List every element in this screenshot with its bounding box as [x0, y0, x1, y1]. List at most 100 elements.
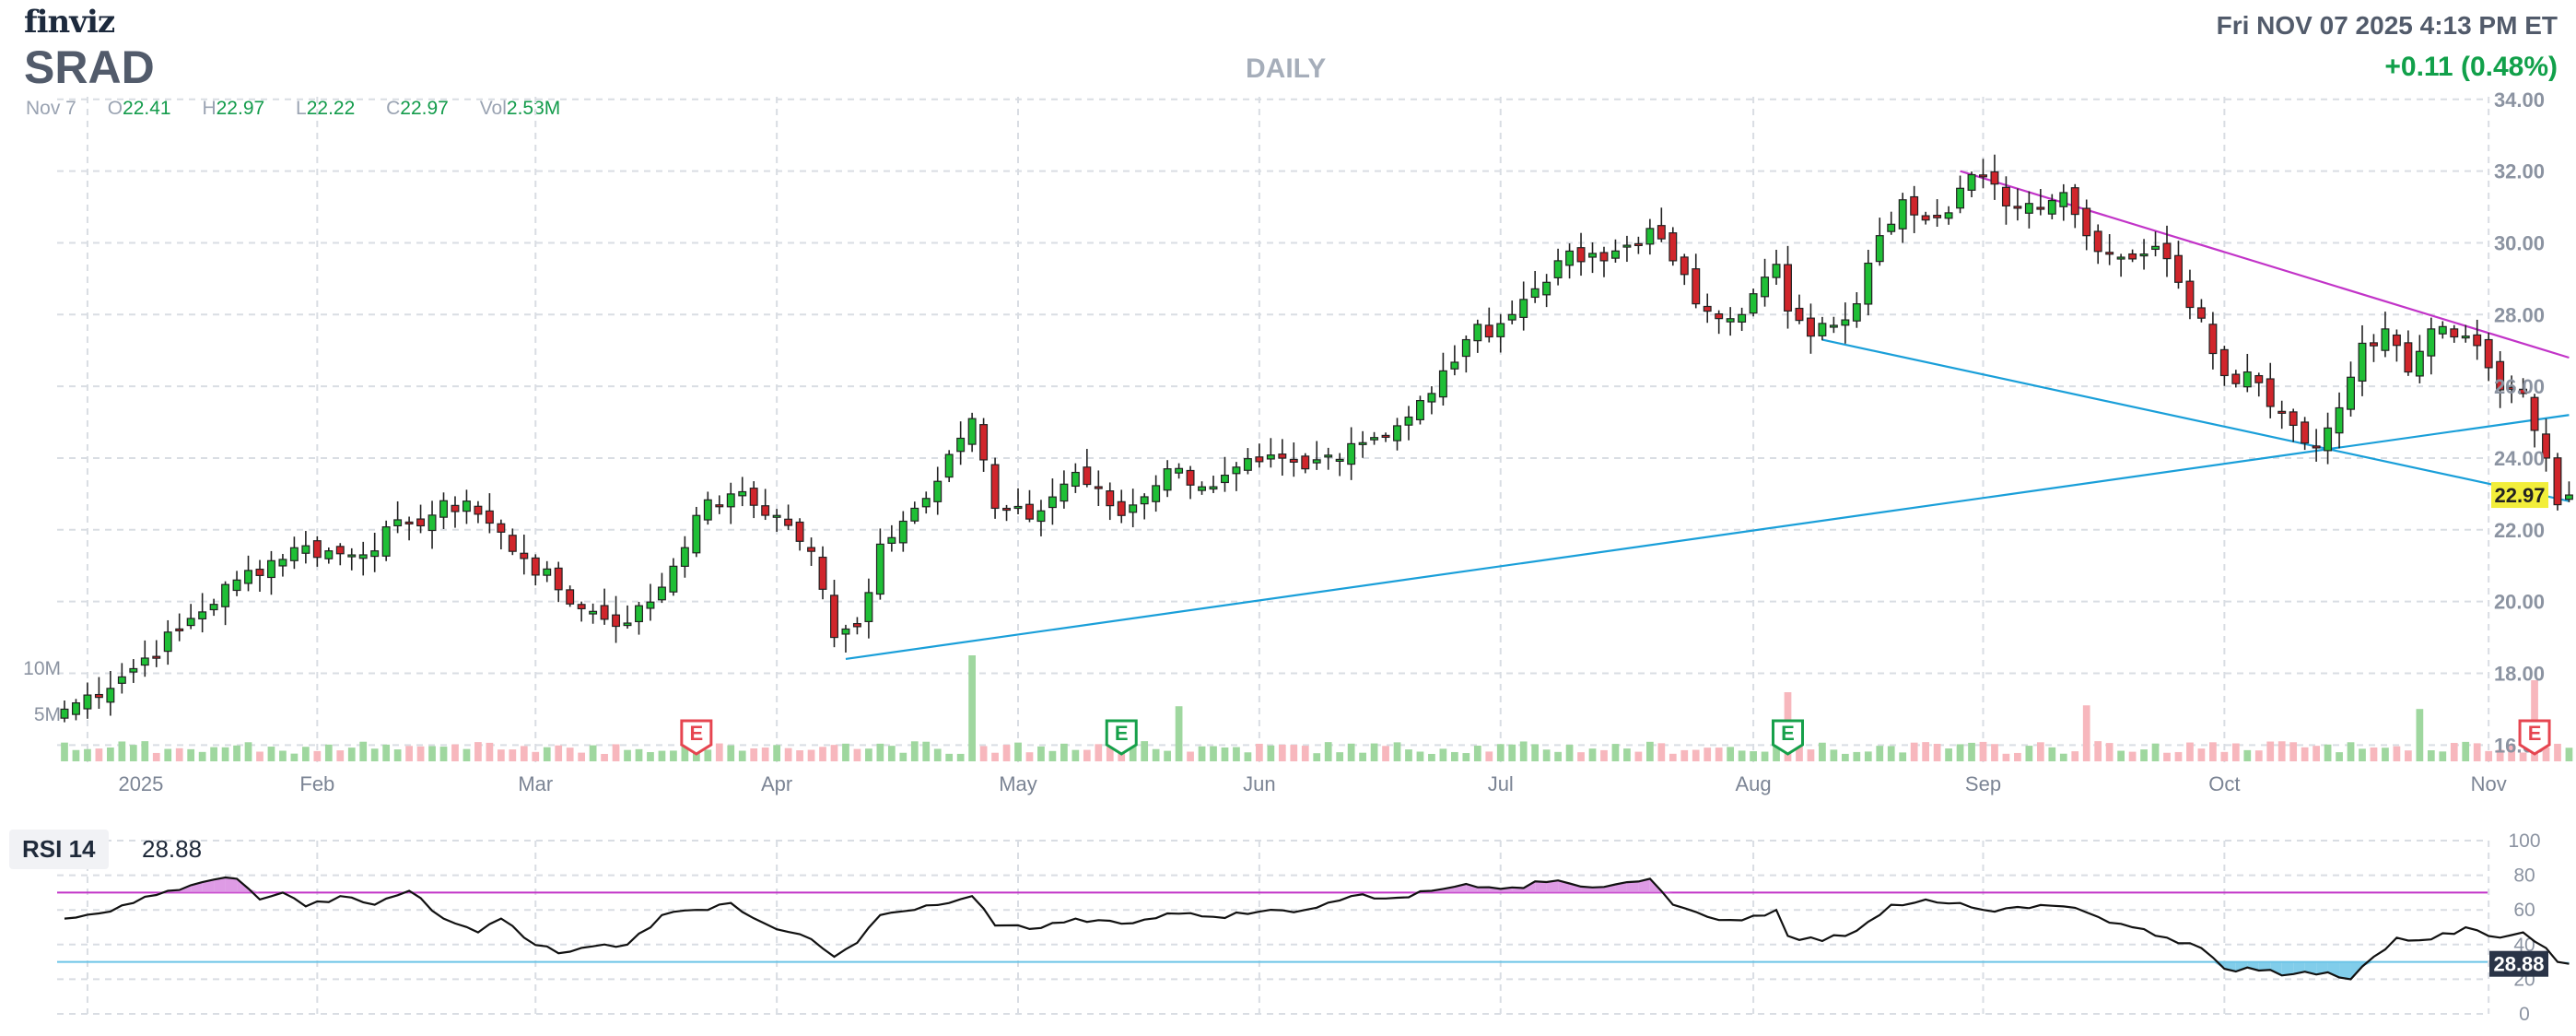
candle-body	[2196, 307, 2206, 319]
price-change: +0.11 (0.48%)	[2384, 52, 2558, 82]
candle-body	[1542, 281, 1551, 296]
candle-body	[289, 547, 299, 561]
volume-bars	[61, 655, 2573, 761]
month-tick-label: Feb	[299, 772, 334, 795]
volume-bar	[750, 748, 758, 761]
candle-body	[1427, 393, 1436, 403]
volume-bar	[2370, 747, 2378, 761]
volume-bar	[2485, 750, 2493, 761]
candle-body	[1599, 252, 1609, 262]
finviz-logo[interactable]: finviz	[24, 4, 115, 41]
volume-bar	[1611, 744, 1620, 761]
candle-body	[1990, 171, 1999, 185]
candle-body	[393, 519, 403, 527]
rsi-oversold-fill	[2270, 961, 2282, 976]
volume-bar	[2231, 743, 2240, 761]
rsi-oversold-fill	[2293, 961, 2305, 974]
candle-body	[381, 526, 391, 557]
candle-body	[1553, 260, 1563, 278]
volume-bar	[692, 751, 700, 761]
volume-bar	[1819, 742, 1826, 761]
volume-bar	[324, 744, 333, 761]
price-tick-label: 24.00	[2494, 447, 2545, 470]
candle-body	[232, 579, 241, 592]
earnings-marker-label: E	[690, 722, 704, 745]
candle-body	[1255, 456, 1264, 463]
price-tick-label: 30.00	[2494, 231, 2545, 254]
volume-bar	[72, 749, 80, 761]
volume-bar	[899, 752, 907, 761]
candle-body	[1186, 469, 1195, 486]
volume-bar	[1623, 748, 1631, 761]
candle-body	[1921, 215, 1930, 221]
volume-bar	[727, 745, 735, 761]
volume-bar	[2243, 749, 2252, 761]
rsi-overbought-fill	[214, 877, 226, 893]
candle-body	[186, 618, 195, 627]
volume-bar	[107, 748, 114, 761]
volume-bar	[1968, 742, 1975, 761]
candle-body	[1967, 173, 1976, 191]
candle-body	[1806, 317, 1815, 337]
volume-bar	[474, 742, 482, 761]
candle-body	[152, 655, 161, 659]
candle-body	[94, 693, 103, 699]
volume-bar	[2186, 742, 2194, 761]
volume-bar	[1187, 751, 1194, 761]
candle-body	[2335, 406, 2344, 434]
volume-bar	[933, 748, 942, 761]
low-label: L	[296, 98, 307, 119]
volume-bar	[876, 743, 884, 761]
volume-bar	[2462, 741, 2470, 761]
volume-bar	[1634, 751, 1643, 761]
volume-bar	[1370, 743, 1378, 761]
volume-bar	[1037, 746, 1045, 761]
volume-bar	[2554, 743, 2561, 761]
volume-bar	[509, 749, 517, 761]
volume-bar	[233, 745, 240, 761]
volume-bar	[1876, 746, 1884, 761]
volume-bar	[2128, 751, 2137, 761]
volume-bar	[2025, 746, 2033, 761]
volume-bar	[1645, 741, 1654, 761]
volume-bar	[1336, 752, 1344, 761]
candle-body	[818, 556, 827, 590]
volume-bar	[256, 751, 263, 761]
rsi-indicator-label[interactable]: RSI 14	[9, 830, 109, 869]
volume-bar	[1164, 750, 1171, 761]
volume-bar	[141, 741, 149, 761]
candle-body	[2496, 360, 2505, 391]
candle-body	[1852, 303, 1861, 322]
candle-body	[1071, 471, 1080, 488]
earnings-marker-label: E	[1781, 722, 1795, 745]
volume-bar	[1462, 753, 1470, 761]
rsi-oversold-fill	[2316, 961, 2328, 975]
candle-body	[1048, 496, 1057, 509]
candle-body	[956, 437, 966, 453]
candle-body	[1335, 458, 1344, 463]
volume-bar	[1531, 744, 1540, 761]
volume-bar	[1129, 745, 1137, 761]
volume-bar	[497, 749, 505, 761]
candle-body	[669, 565, 678, 593]
timeframe-label[interactable]: DAILY	[1246, 53, 1327, 84]
month-tick-label: Nov	[2471, 772, 2507, 795]
candle-body	[887, 536, 896, 544]
candle-body	[2519, 388, 2528, 394]
volume-bar	[1267, 745, 1275, 761]
candle-body	[1025, 503, 1034, 520]
candle-body	[1036, 510, 1046, 523]
volume-bar	[1588, 748, 1597, 761]
candle-body	[1117, 500, 1126, 516]
volume-bar	[773, 745, 781, 761]
volume-bar	[1060, 743, 1068, 761]
candle-body	[1795, 307, 1804, 322]
candle-body	[1749, 293, 1758, 314]
candle-body	[1301, 455, 1310, 470]
volume-bar	[1198, 746, 1206, 761]
volume-bar	[681, 741, 689, 761]
candle-body	[2219, 348, 2229, 377]
rsi-overbought-fill	[225, 877, 238, 893]
